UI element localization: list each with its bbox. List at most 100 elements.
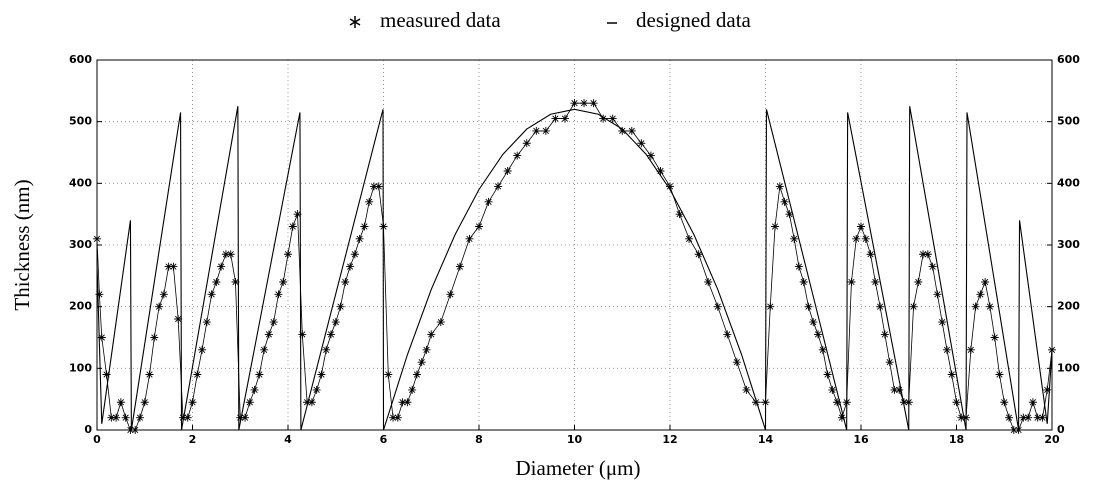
star-marker — [188, 398, 197, 407]
star-marker — [317, 370, 326, 379]
star-marker — [193, 370, 202, 379]
star-marker — [599, 114, 608, 123]
star-marker — [398, 398, 407, 407]
star-marker — [241, 413, 250, 422]
star-marker — [541, 126, 550, 135]
star-marker — [202, 318, 211, 327]
star-marker — [107, 413, 116, 422]
star-marker — [121, 413, 130, 422]
star-marker — [155, 302, 164, 311]
star-marker — [656, 167, 665, 175]
y-tick-label: 300 — [69, 238, 92, 251]
star-marker — [952, 398, 961, 407]
star-marker — [513, 151, 522, 160]
star-marker — [217, 262, 226, 271]
x-tick-label: 6 — [380, 433, 388, 446]
x-tick-label: 14 — [758, 433, 774, 446]
star-marker — [895, 385, 904, 394]
star-marker — [637, 139, 646, 148]
x-axis-label: Diameter (μm) — [516, 456, 641, 480]
x-tick-label: 8 — [475, 433, 483, 446]
star-marker — [866, 250, 875, 259]
star-marker — [723, 330, 732, 339]
star-marker — [933, 290, 942, 299]
star-marker — [331, 318, 340, 327]
star-marker — [116, 398, 125, 407]
star-marker — [938, 318, 947, 327]
star-marker — [880, 330, 889, 339]
star-marker — [818, 345, 827, 354]
star-marker — [966, 345, 975, 354]
star-marker — [183, 413, 192, 422]
star-marker — [503, 167, 512, 175]
star-marker — [322, 345, 331, 354]
star-marker — [646, 151, 655, 160]
y-tick-label: 0 — [84, 423, 92, 436]
star-marker — [685, 234, 694, 243]
star-marker — [919, 250, 928, 259]
star-marker — [890, 385, 899, 394]
star-marker — [150, 333, 159, 342]
star-marker — [475, 222, 483, 231]
star-marker — [694, 250, 703, 259]
star-marker — [341, 278, 350, 286]
star-marker — [336, 302, 345, 311]
star-marker — [455, 262, 464, 271]
star-marker — [169, 262, 178, 271]
star-marker — [814, 330, 823, 339]
star-marker — [1028, 398, 1037, 407]
star-marker — [312, 385, 321, 394]
star-marker — [427, 330, 436, 339]
star-marker — [95, 290, 104, 299]
star-marker — [494, 182, 503, 191]
star-marker — [326, 330, 335, 339]
star-marker — [1043, 385, 1052, 394]
star-marker — [899, 398, 908, 407]
star-marker — [804, 302, 813, 311]
star-marker — [828, 385, 837, 394]
star-marker — [704, 278, 713, 286]
star-marker — [307, 398, 316, 407]
star-marker — [422, 345, 431, 354]
star-marker — [303, 398, 312, 407]
star-marker — [852, 234, 861, 243]
star-marker — [618, 126, 627, 135]
x-tick-label: 10 — [567, 433, 583, 446]
star-marker — [794, 262, 803, 271]
star-marker — [374, 182, 383, 191]
star-marker — [269, 318, 278, 327]
star-marker — [990, 333, 999, 342]
star-marker — [236, 413, 245, 422]
legend-label: measured data — [380, 8, 501, 32]
star-marker — [971, 302, 980, 311]
star-marker — [560, 114, 569, 123]
star-marker — [608, 114, 617, 123]
star-marker — [742, 385, 751, 394]
star-marker — [833, 398, 842, 407]
star-marker — [981, 278, 990, 286]
star-marker — [174, 315, 183, 323]
star-marker — [465, 234, 474, 243]
star-marker — [350, 250, 359, 259]
x-tick-label: 20 — [1044, 433, 1060, 446]
star-marker — [942, 345, 951, 354]
star-marker — [751, 398, 760, 407]
star-marker — [766, 302, 775, 311]
star-marker — [135, 413, 144, 422]
star-marker — [369, 182, 378, 191]
star-marker — [885, 358, 894, 367]
x-tick-label: 0 — [93, 433, 101, 446]
star-marker — [1024, 413, 1033, 422]
star-marker — [365, 197, 374, 206]
star-marker — [857, 222, 865, 231]
star-marker — [928, 262, 937, 271]
star-marker — [112, 413, 121, 422]
star-marker — [93, 234, 101, 243]
y-tick-label: 600 — [69, 53, 92, 66]
star-marker — [412, 370, 421, 379]
star-marker — [532, 126, 541, 135]
star-marker — [264, 330, 273, 339]
y-axis-label: Thickness (nm) — [10, 179, 34, 310]
